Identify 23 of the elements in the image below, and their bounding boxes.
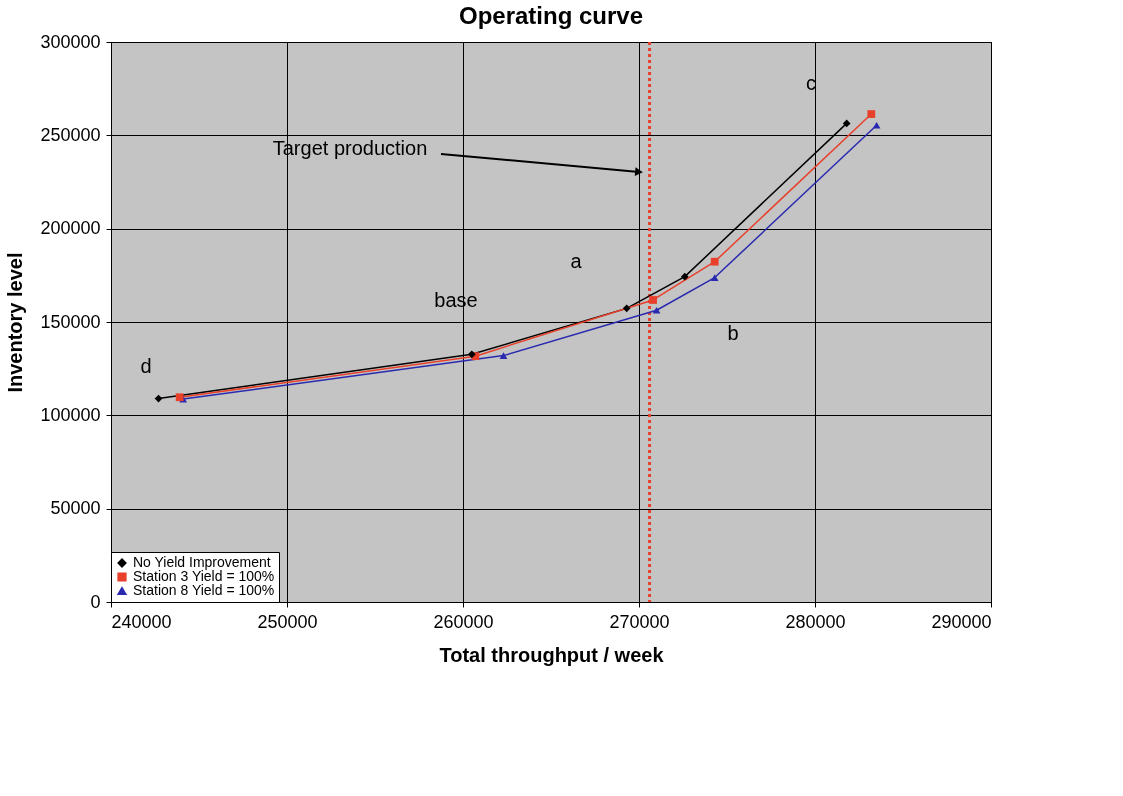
x-tick-label: 250000 <box>257 611 318 632</box>
x-axis-title: Total throughput / week <box>439 643 665 666</box>
y-tick-label: 250000 <box>40 124 101 145</box>
y-tick-label: 50000 <box>50 498 101 519</box>
x-tick-label: 270000 <box>609 611 670 632</box>
annotation: c <box>806 72 816 94</box>
annotation: d <box>140 355 152 377</box>
y-tick-label: 300000 <box>40 31 101 52</box>
x-tick-label: 240000 <box>111 611 172 632</box>
legend-label: No Yield Improvement <box>133 554 271 570</box>
x-tick-label: 260000 <box>433 611 494 632</box>
annotation: b <box>727 322 739 344</box>
legend-label: Station 3 Yield = 100% <box>133 568 275 584</box>
annotation: a <box>570 250 583 272</box>
chart-title: Operating curve <box>458 2 644 29</box>
y-tick-label: 0 <box>90 591 101 612</box>
legend-label: Station 8 Yield = 100% <box>133 582 275 598</box>
y-tick-label: 150000 <box>40 311 101 332</box>
x-tick-label: 290000 <box>931 611 992 632</box>
y-tick-label: 100000 <box>40 404 101 425</box>
x-tick-label: 280000 <box>785 611 846 632</box>
y-tick-label: 200000 <box>40 218 101 239</box>
y-axis-title: Inventory level <box>4 252 27 393</box>
